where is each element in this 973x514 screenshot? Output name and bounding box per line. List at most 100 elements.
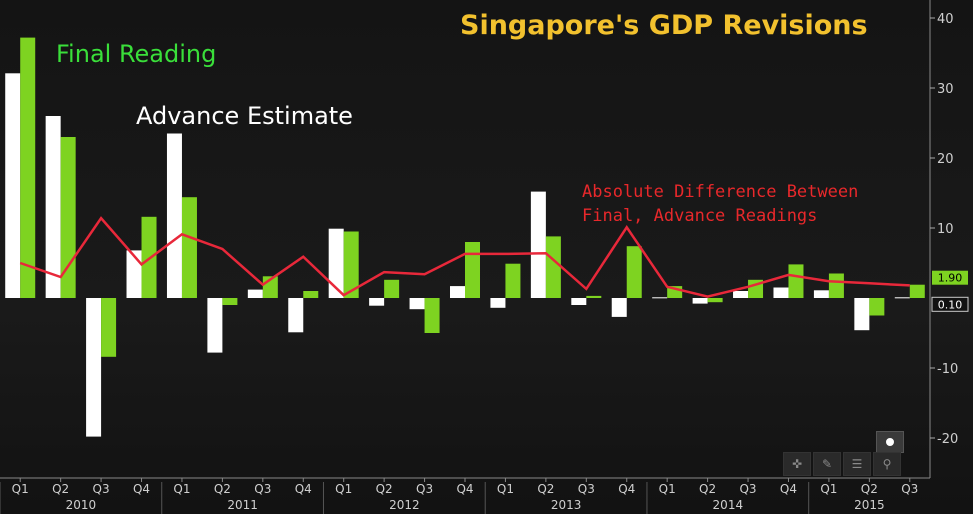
advance-bar [490,298,506,308]
year-label: 2011 [227,498,258,512]
quarter-label: Q3 [901,482,918,496]
last-value-tag: 1.90 [932,270,968,285]
year-label: 2015 [854,498,885,512]
advance-bar [813,290,829,298]
advance-bar [854,298,870,331]
final-bar [303,291,319,298]
final-bar [869,298,885,316]
advance-bar [5,73,21,298]
pencil-icon[interactable]: ✎ [813,452,841,476]
final-bar [222,298,238,305]
final-bar [101,298,117,357]
difference-label-line2: Final, Advance Readings [582,206,818,226]
quarter-label: Q3 [739,482,756,496]
final-bar [707,298,723,303]
year-label: 2010 [66,498,97,512]
quarter-label: Q2 [861,482,878,496]
quarter-label: Q4 [456,482,473,496]
quarter-label: Q4 [295,482,312,496]
quarter-label: Q1 [12,482,29,496]
advance-bar [409,298,425,310]
advance-bar [571,298,587,305]
final-bar [181,197,197,298]
final-bar [667,286,683,298]
advance-bar [530,191,546,298]
year-label: 2013 [551,498,582,512]
quarter-label: Q4 [133,482,150,496]
advance-bar [247,289,263,298]
advance-bar [733,291,749,298]
list-icon[interactable]: ☰ [843,452,871,476]
advance-bar [773,287,789,298]
last-value-text: 1.90 [938,272,963,285]
final-bar [505,263,521,298]
final-bar [828,273,844,298]
last-value-text: 0.10 [938,298,963,311]
final-bar [60,137,76,298]
advance-bar [126,250,142,298]
final-reading-label: Final Reading [56,40,217,68]
last-value-box [931,296,969,312]
quarter-label: Q2 [699,482,716,496]
difference-line [19,216,910,298]
difference-label: Absolute Difference Between Final, Advan… [582,180,858,228]
final-bar [20,37,36,298]
quarter-label: Q1 [173,482,190,496]
quarter-label: Q4 [780,482,797,496]
final-bar [788,264,804,298]
advance-bar [86,298,102,437]
quarter-label: Q1 [497,482,514,496]
y-tick-label: -10 [937,362,958,377]
record-icon [886,438,894,446]
advance-bar [328,228,344,298]
year-label: 2014 [713,498,744,512]
quarter-label: Q3 [93,482,110,496]
advance-bar [450,286,465,298]
quarter-label: Q1 [820,482,837,496]
difference-label-line1: Absolute Difference Between [582,182,859,202]
advance-bar [166,133,182,298]
advance-bar [45,116,61,298]
advance-bar [894,297,910,299]
final-bar [586,295,602,298]
advance-bar [692,298,708,304]
quarter-label: Q2 [376,482,393,496]
advance-bar [369,298,385,306]
last-value-box [932,270,968,285]
quarter-label: Q3 [416,482,433,496]
zoom-icon[interactable]: ⚲ [873,452,901,476]
final-bar [465,242,480,298]
chart-toolbar: ✜ ✎ ☰ ⚲ [783,452,903,476]
advance-bar [611,298,627,317]
final-bar [424,298,440,333]
crosshair-icon[interactable]: ✜ [783,452,811,476]
final-bar [343,231,359,298]
final-bar [384,279,400,298]
y-tick-label: 20 [937,152,954,167]
final-bar [626,246,642,298]
quarter-label: Q4 [618,482,635,496]
quarter-label: Q2 [214,482,231,496]
quarter-label: Q2 [52,482,69,496]
y-tick-label: 30 [937,82,954,97]
y-tick-label: -20 [937,432,958,447]
advance-estimate-label: Advance Estimate [136,102,353,130]
year-label: 2012 [389,498,420,512]
final-bar [909,284,925,298]
quarter-label: Q3 [578,482,595,496]
advance-bar [652,297,668,299]
y-tick-label: 40 [937,12,954,27]
advance-bar [207,298,223,353]
snapshot-button[interactable] [876,431,904,453]
chart-title: Singapore's GDP Revisions [460,10,868,41]
quarter-label: Q3 [254,482,271,496]
y-tick-label: 10 [937,222,954,237]
advance-bar [288,298,304,333]
final-bar [545,236,561,298]
last-value-tag: 0.10 [931,296,969,312]
quarter-label: Q1 [659,482,676,496]
quarter-label: Q2 [537,482,554,496]
quarter-label: Q1 [335,482,352,496]
